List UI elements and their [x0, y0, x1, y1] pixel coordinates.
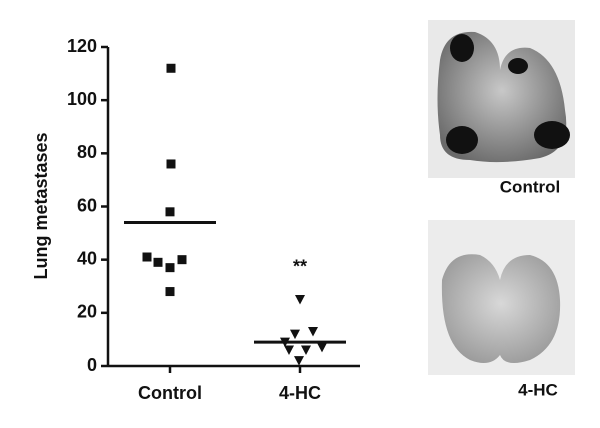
- point: [294, 356, 304, 366]
- photo-label: 4-HC: [518, 380, 558, 399]
- point: [153, 257, 163, 267]
- point: [165, 207, 175, 217]
- y-tick-label: 100: [67, 89, 97, 109]
- point: [177, 255, 187, 265]
- y-tick-label: 20: [77, 302, 97, 322]
- point: [301, 345, 311, 356]
- point: [165, 263, 175, 273]
- photo-control: [428, 20, 575, 178]
- photo-4hc: [428, 220, 575, 375]
- x-tick-label: 4-HC: [279, 383, 321, 403]
- y-tick-label: 120: [67, 36, 97, 56]
- y-tick-label: 80: [77, 142, 97, 162]
- x-tick-label: Control: [138, 383, 202, 403]
- point: [166, 159, 176, 169]
- y-axis-label: Lung metastases: [31, 132, 51, 279]
- y-tick-label: 0: [87, 355, 97, 375]
- point: [317, 342, 327, 353]
- annotation: **: [293, 256, 307, 276]
- point: [284, 345, 294, 356]
- point: [165, 287, 175, 297]
- y-tick-label: 40: [77, 248, 97, 268]
- y-tick-label: 60: [77, 195, 97, 215]
- point: [142, 252, 152, 262]
- point: [290, 329, 300, 340]
- point: [308, 326, 318, 337]
- photo-label: Control: [500, 177, 560, 196]
- point: [295, 295, 305, 305]
- point: [166, 63, 176, 73]
